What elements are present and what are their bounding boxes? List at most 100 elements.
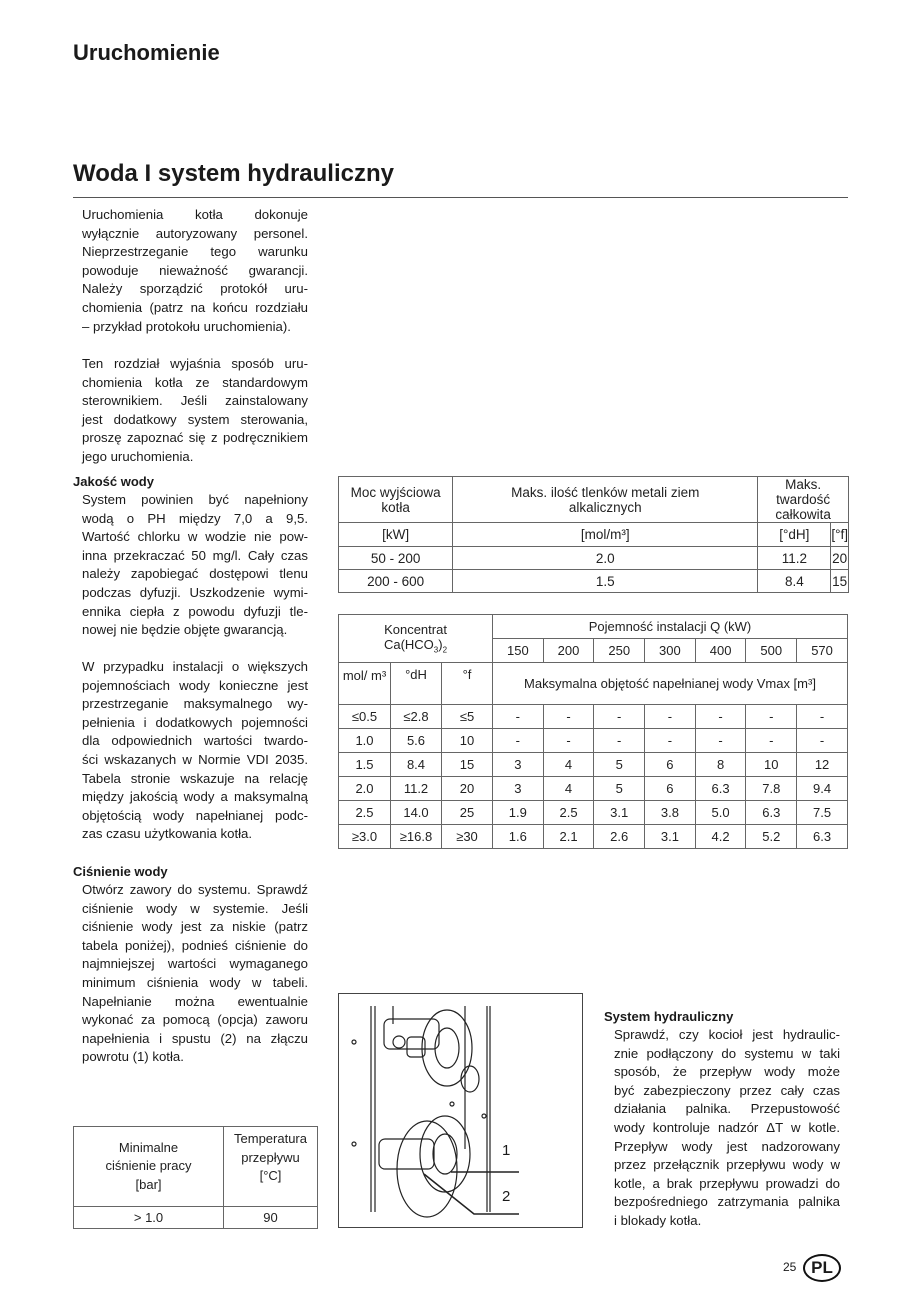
- text-line: Przepływ wody jest nadzorowany: [614, 1138, 840, 1154]
- text-line: i blokady kotła.: [614, 1212, 702, 1228]
- header-concentration: Koncentrat Ca(HCO3)2: [338, 614, 493, 663]
- capacity-header: 200: [542, 638, 595, 663]
- cell: 1.5: [452, 569, 759, 593]
- text-line: zas czasu użytkowania kotła.: [82, 826, 253, 842]
- cell: -: [644, 728, 696, 753]
- cell: -: [796, 704, 848, 729]
- capacity-header: 400: [694, 638, 747, 663]
- cell: 15: [441, 752, 493, 777]
- cell: 1.0: [338, 728, 391, 753]
- cell: 8: [694, 752, 747, 777]
- water-pressure-paragraph: Otwórz zawory do systemu. Sprawdź ciśnien…: [82, 881, 308, 1067]
- text-line: sposób, że przepływ wody może: [614, 1064, 840, 1080]
- unit-f: [°f]: [830, 522, 849, 547]
- cell: 90: [223, 1206, 318, 1229]
- text-line: inna przekraczać 50 mg/l. Cały czas: [82, 547, 308, 563]
- text-line: dla odpowiednich wartości twardo-: [82, 733, 308, 749]
- text-line: bezpośredniego zatrzymania palnika: [614, 1194, 840, 1210]
- cell: 1.5: [338, 752, 391, 777]
- cell: 9.4: [796, 776, 848, 801]
- cell: 7.5: [796, 800, 848, 825]
- table-row: 2.0 11.2 20 3 4 5 6 6.3 7.8 9.4: [338, 776, 848, 801]
- cell: -: [694, 728, 747, 753]
- cell: ≥16.8: [390, 824, 442, 849]
- text-line: wykonać za pomocą (opcja) zaworu: [82, 1012, 308, 1028]
- cell: -: [542, 728, 595, 753]
- unit-oxides: [mol/m³]: [452, 522, 759, 547]
- cell: 20: [441, 776, 493, 801]
- cell: -: [593, 728, 646, 753]
- formula-sub: 3: [433, 645, 439, 655]
- formula-end: ): [438, 637, 443, 653]
- header-oxides: Maks. ilość tlenków metali ziem alkalicz…: [452, 476, 759, 523]
- capacity-row: 150 200 250 300 400 500 570: [339, 638, 848, 663]
- text-line: ciśnienie wody jest za niskie (patrz: [82, 919, 308, 935]
- table-row: > 1.0 90: [72, 1206, 318, 1229]
- water-pressure-heading: Ciśnienie wody: [73, 864, 168, 879]
- cell: 3.1: [644, 824, 696, 849]
- cell: ≥3.0: [338, 824, 391, 849]
- cell: 3: [492, 752, 544, 777]
- text-line: wyłącznie autoryzowany personel.: [82, 225, 308, 241]
- text-line: – przykład protokołu uruchomienia).: [82, 318, 291, 334]
- table-row: ≥3.0 ≥16.8 ≥30 1.6 2.1 2.6 3.1 4.2 5.2 6.3: [338, 824, 848, 849]
- water-quality-heading: Jakość wody: [73, 474, 154, 489]
- text-line: pełnienia i dodatkowych pojemności: [82, 714, 308, 730]
- table-row: ≤0.5 ≤2.8 ≤5- - - - - - -: [338, 704, 848, 729]
- cell: -: [745, 704, 798, 729]
- capacity-header: 250: [593, 638, 646, 663]
- text-line: ści wskazanych w Normie VDI 2035.: [82, 751, 308, 767]
- cell: ≤5: [441, 704, 493, 729]
- header-hardness: Maks. twardość całkowita: [757, 476, 849, 523]
- text-line: objętością wody napełnianej podc-: [82, 807, 308, 823]
- cell: 200 - 600: [337, 569, 454, 593]
- cell: 4: [542, 752, 595, 777]
- text-line: Ten rozdział wyjaśnia sposób uru-: [82, 356, 308, 371]
- cell: 2.0: [338, 776, 391, 801]
- cell: 15: [830, 569, 849, 593]
- text-line: chomienia kotła ze standardowym: [82, 374, 308, 390]
- cell: -: [796, 728, 848, 753]
- text-line: nowej nie będzie objęte gwarancją.: [82, 622, 288, 638]
- cell: 6.3: [796, 824, 848, 849]
- cell: -: [694, 704, 747, 729]
- capacity-header: 500: [745, 638, 798, 663]
- text-line: chomienia (patrz na końcu rozdziału: [82, 299, 308, 315]
- table-row: 1.0 5.6 10- - - - - - -: [338, 728, 848, 753]
- section-title: Uruchomienie: [73, 40, 220, 65]
- cell: 1.6: [492, 824, 544, 849]
- cell: -: [492, 704, 544, 729]
- header-vmax: Maksymalna objętość napełnianej wody Vma…: [492, 662, 848, 705]
- cell: 3.8: [644, 800, 696, 825]
- cell: 5.6: [390, 728, 442, 753]
- text-line: tabela poniżej), podnieś ciśnienie do: [82, 937, 308, 953]
- header-capacity: Pojemność instalacji Q (kW): [492, 614, 848, 639]
- cell: 3.1: [593, 800, 646, 825]
- cell: -: [542, 704, 595, 729]
- text-line: Sprawdź, czy kocioł jest hydraulic-: [614, 1027, 840, 1042]
- page-title: Woda I system hydrauliczny: [73, 160, 394, 187]
- concentration-label: Koncentrat: [384, 622, 447, 638]
- boiler-flange-drawing: [351, 1006, 519, 1218]
- formula-sub2: 2: [442, 645, 448, 655]
- cell: 2.5: [338, 800, 391, 825]
- hydraulic-system-heading: System hydrauliczny: [604, 1009, 734, 1024]
- cell: ≤0.5: [338, 704, 391, 729]
- cell: 1.9: [492, 800, 544, 825]
- pressure-table: Minimalne ciśnienie pracy [bar] Temperat…: [72, 1126, 318, 1229]
- cell: -: [745, 728, 798, 753]
- unit-power: [kW]: [337, 522, 454, 547]
- cell: 3: [492, 776, 544, 801]
- cell: 5.0: [694, 800, 747, 825]
- text-line: między jakością wody a maksymalną: [82, 789, 308, 805]
- max-volume-table: Koncentrat Ca(HCO3)2 Pojemność instalacj…: [338, 614, 848, 849]
- table-row: 200 - 600 1.5 8.4 15: [337, 569, 849, 593]
- cell: -: [593, 704, 646, 729]
- text-line: Uruchomienia kotła dokonuje: [82, 207, 308, 222]
- capacity-header: 570: [796, 638, 848, 663]
- text-line: Nieprzestrzeganie tego warunku: [82, 244, 308, 260]
- cell: 6.3: [694, 776, 747, 801]
- text-line: ennika ciepła z powodu dyfuzji tle-: [82, 603, 308, 619]
- text-line: przestrzeganie maksymalnego wy-: [82, 696, 308, 712]
- cell: 2.0: [452, 546, 759, 570]
